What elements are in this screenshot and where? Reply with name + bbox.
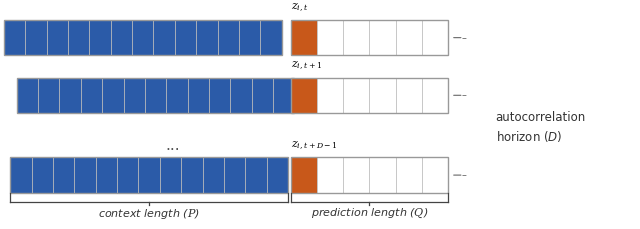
Text: ...: ...	[166, 138, 180, 153]
Bar	[181, 157, 203, 193]
Bar	[273, 78, 294, 113]
Bar	[132, 20, 154, 55]
Bar	[344, 157, 369, 193]
Bar	[396, 20, 422, 55]
Bar	[291, 157, 317, 193]
Text: $z_{i,t+D-1}$: $z_{i,t+D-1}$	[291, 140, 338, 152]
Bar	[90, 20, 111, 55]
Bar	[317, 20, 344, 55]
Bar	[291, 20, 317, 55]
Bar	[145, 78, 166, 113]
Bar	[60, 78, 81, 113]
Bar	[166, 78, 188, 113]
Bar	[10, 157, 288, 193]
Bar	[96, 157, 117, 193]
Bar	[124, 78, 145, 113]
Bar	[291, 78, 448, 113]
Bar	[81, 78, 102, 113]
Bar	[230, 78, 252, 113]
Bar	[396, 157, 422, 193]
Bar	[31, 157, 53, 193]
Bar	[117, 157, 138, 193]
Text: autocorrelation
horizon ($D$): autocorrelation horizon ($D$)	[495, 111, 586, 144]
Bar	[239, 20, 260, 55]
Bar	[291, 157, 448, 193]
Bar	[209, 78, 230, 113]
Bar	[369, 20, 396, 55]
Text: $z_{i,t+1}$: $z_{i,t+1}$	[291, 60, 322, 72]
Bar	[196, 20, 218, 55]
Bar	[154, 20, 175, 55]
Text: context length ($P$): context length ($P$)	[99, 207, 200, 221]
Bar	[291, 78, 317, 113]
Bar	[260, 20, 282, 55]
Bar	[188, 78, 209, 113]
Bar	[369, 157, 396, 193]
Bar	[369, 78, 396, 113]
Bar	[4, 20, 282, 55]
Bar	[203, 157, 224, 193]
Bar	[53, 157, 74, 193]
Bar	[4, 20, 25, 55]
Bar	[245, 157, 267, 193]
Bar	[138, 157, 160, 193]
Bar	[252, 78, 273, 113]
Bar	[218, 20, 239, 55]
Bar	[317, 78, 344, 113]
Bar	[160, 157, 181, 193]
Bar	[74, 157, 96, 193]
Bar	[25, 20, 47, 55]
Bar	[291, 20, 448, 55]
Bar	[47, 20, 68, 55]
Bar	[344, 20, 369, 55]
Text: prediction length ($Q$): prediction length ($Q$)	[311, 207, 428, 220]
Bar	[17, 78, 38, 113]
Bar	[422, 20, 448, 55]
Bar	[344, 78, 369, 113]
Bar	[317, 157, 344, 193]
Bar	[224, 157, 245, 193]
Bar	[38, 78, 60, 113]
Bar	[267, 157, 288, 193]
Bar	[422, 157, 448, 193]
Bar	[68, 20, 90, 55]
Text: –: –	[462, 170, 467, 180]
Text: –: –	[462, 90, 467, 100]
Bar	[111, 20, 132, 55]
Bar	[175, 20, 196, 55]
Bar	[17, 78, 294, 113]
Bar	[102, 78, 124, 113]
Bar	[396, 78, 422, 113]
Text: $z_{i,t}$: $z_{i,t}$	[291, 2, 309, 14]
Bar	[422, 78, 448, 113]
Bar	[10, 157, 31, 193]
Text: –: –	[462, 33, 467, 43]
